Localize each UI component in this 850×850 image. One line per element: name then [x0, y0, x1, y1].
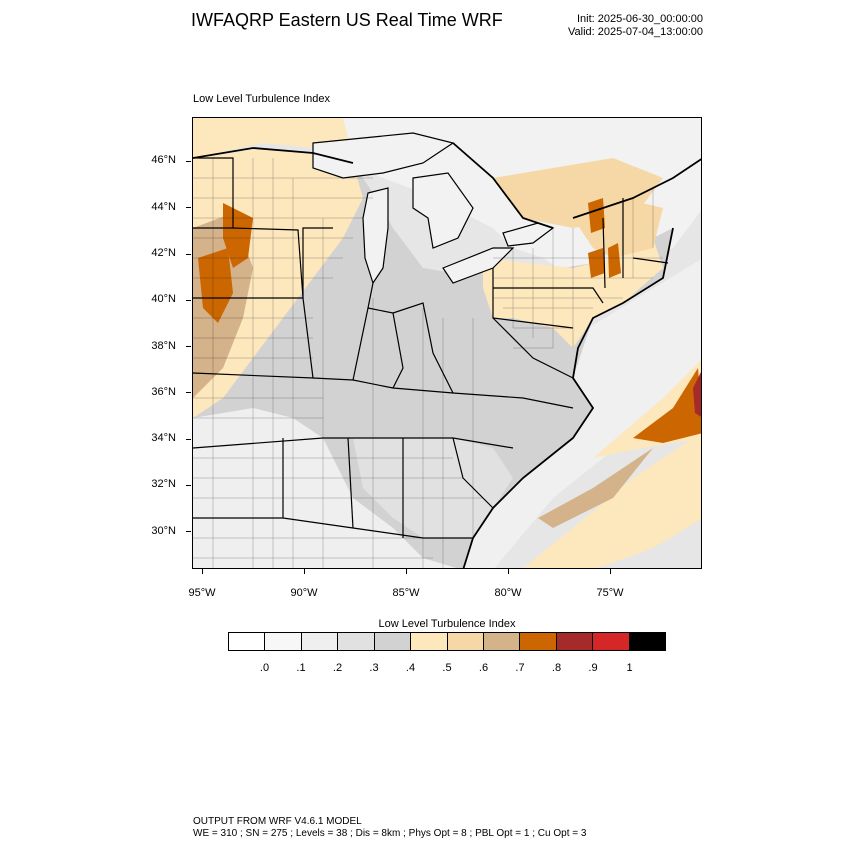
coastline [462, 227, 674, 568]
lat-label: 42°N [151, 247, 176, 259]
footer-model-line: OUTPUT FROM WRF V4.6.1 MODEL [193, 816, 362, 827]
lat-label: 46°N [151, 154, 176, 166]
colorbar-swatch [301, 633, 339, 650]
lat-tick [186, 161, 191, 162]
lat-tick [186, 254, 191, 255]
colorbar-title: Low Level Turbulence Index [378, 618, 516, 630]
map-svg [193, 118, 701, 568]
lat-tick [186, 392, 191, 393]
colorbar-label: .6 [478, 662, 489, 674]
lake-superior [312, 132, 455, 179]
colorbar-label: .4 [405, 662, 416, 674]
colorbar-label: .7 [515, 662, 525, 674]
colorbar-label: .8 [551, 662, 562, 674]
lon-label: 75°W [596, 587, 624, 599]
colorbar-swatch [629, 633, 666, 650]
lat-tick [186, 207, 191, 208]
lat-tick [186, 485, 191, 486]
colorbar-label: 1 [626, 662, 633, 674]
init-time: Init: 2025-06-30_00:00:00 [577, 13, 703, 25]
lat-label: 34°N [151, 432, 176, 444]
colorbar-label: .1 [296, 662, 306, 674]
colorbar-swatch [265, 633, 302, 650]
county-lines [193, 158, 663, 568]
atlantic-patch-red [693, 372, 701, 417]
lat-label: 36°N [151, 386, 176, 398]
lon-tick [406, 569, 407, 574]
colorbar-swatch [411, 633, 448, 650]
colorbar-swatch [447, 633, 484, 650]
lon-tick [304, 569, 305, 574]
lon-label: 90°W [290, 587, 318, 599]
lat-tick [186, 531, 191, 532]
colorbar-swatch [556, 633, 594, 650]
ny-orange-1 [588, 198, 605, 233]
atlantic-patch-tan [538, 448, 653, 528]
atlantic-patch-light [523, 422, 701, 568]
lat-label: 30°N [151, 525, 176, 537]
south-light-region [193, 408, 457, 568]
colorbar-swatch [229, 633, 266, 650]
lon-label: 95°W [188, 587, 216, 599]
colorbar-swatch [593, 633, 630, 650]
lat-tick [186, 300, 191, 301]
plains-orange-2 [198, 248, 233, 323]
figure-title: IWFAQRP Eastern US Real Time WRF [191, 10, 503, 30]
plot-title: Low Level Turbulence Index [193, 93, 330, 105]
lon-label: 85°W [392, 587, 420, 599]
lon-tick [202, 569, 203, 574]
colorbar-swatch [483, 633, 521, 650]
run-time-block: Init: 2025-06-30_00:00:00 Valid: 2025-07… [568, 13, 703, 39]
colorbar-swatch [374, 633, 412, 650]
colorbar [228, 632, 666, 651]
ne-orange-3 [608, 243, 621, 278]
colorbar-label: .3 [369, 662, 379, 674]
lon-tick [610, 569, 611, 574]
ny-orange-2 [588, 248, 605, 278]
map-frame [192, 117, 702, 569]
lat-label: 32°N [151, 478, 176, 490]
colorbar-swatch [520, 633, 557, 650]
lake-huron [412, 172, 474, 249]
colorbar-label: .5 [442, 662, 452, 674]
lat-label: 40°N [151, 293, 176, 305]
footer-config-line: WE = 310 ; SN = 275 ; Levels = 38 ; Dis … [193, 828, 587, 839]
valid-time: Valid: 2025-07-04_13:00:00 [568, 26, 703, 38]
lat-tick [186, 439, 191, 440]
lat-label: 38°N [151, 340, 176, 352]
lon-label: 80°W [494, 587, 522, 599]
lake-michigan [362, 187, 389, 285]
colorbar-label: .2 [332, 662, 343, 674]
atlantic-patch-orange [633, 368, 701, 443]
lat-label: 44°N [151, 201, 176, 213]
lon-tick [508, 569, 509, 574]
colorbar-swatch [338, 633, 375, 650]
lat-tick [186, 346, 191, 347]
colorbar-label: .0 [259, 662, 270, 674]
colorbar-label: .9 [588, 662, 598, 674]
plains-orange-1 [223, 203, 253, 268]
canada-border [193, 142, 701, 229]
lake-ontario [502, 222, 555, 247]
footer: OUTPUT FROM WRF V4.6.1 MODEL WE = 310 ; … [193, 816, 586, 840]
